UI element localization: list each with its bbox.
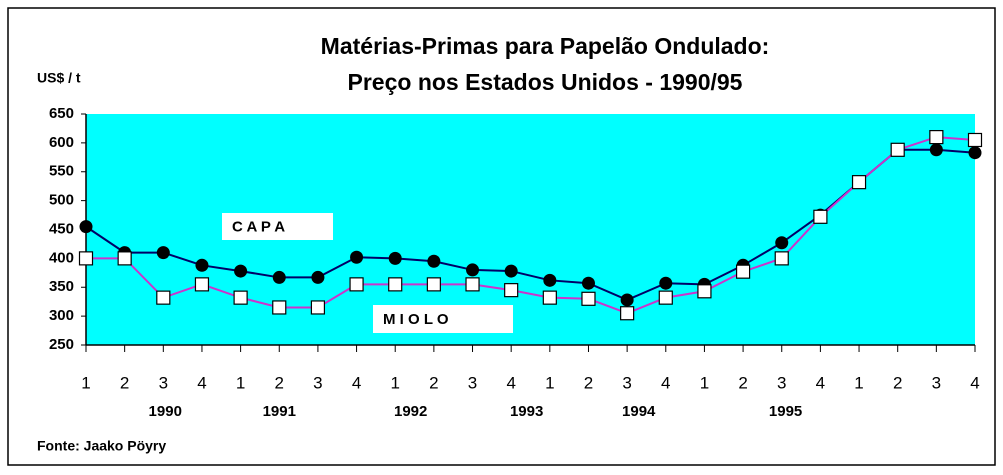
point	[272, 270, 286, 284]
x-tick-label: 3	[932, 373, 941, 392]
y-tick-label: 350	[49, 278, 74, 295]
x-tick-label: 1	[545, 373, 554, 392]
x-tick-label: 3	[159, 373, 168, 392]
x-tick-label: 4	[816, 373, 825, 392]
point	[234, 264, 248, 278]
year-label: 1990	[149, 403, 182, 420]
point	[735, 264, 751, 279]
point	[967, 132, 983, 148]
x-tick-label: 2	[275, 373, 284, 392]
point	[388, 251, 402, 265]
x-tick-label: 1	[390, 373, 399, 392]
x-tick-label: 4	[506, 373, 515, 392]
y-tick-label: 550	[49, 163, 74, 180]
x-tick-label: 3	[622, 373, 631, 392]
point	[465, 277, 480, 292]
y-tick-label: 650	[49, 105, 74, 122]
point	[504, 283, 519, 298]
x-tick-label: 4	[352, 373, 361, 392]
source: Fonte: Jaako Pöyry	[37, 438, 166, 454]
y-tick-label: 400	[49, 249, 74, 266]
point	[504, 264, 518, 278]
x-tick-label: 4	[661, 373, 670, 392]
x-tick-label: 4	[970, 373, 979, 392]
year-label: 1994	[622, 403, 656, 420]
x-tick-label: 1	[81, 373, 90, 392]
x-tick-label: 3	[468, 373, 477, 392]
point	[659, 276, 673, 290]
point	[697, 284, 712, 299]
series-line	[85, 148, 976, 302]
series-label-box	[373, 305, 513, 333]
x-tick-label: 4	[197, 373, 206, 392]
x-tick-label: 1	[236, 373, 245, 392]
series-label-box	[222, 213, 333, 240]
series-label: M I O L O	[383, 311, 449, 328]
point	[620, 306, 635, 321]
point	[620, 293, 634, 307]
point	[466, 263, 480, 277]
year-label: 1995	[769, 403, 802, 420]
point	[929, 143, 943, 157]
point	[310, 300, 326, 315]
point	[774, 251, 789, 266]
point	[349, 277, 364, 292]
point	[851, 175, 867, 190]
y-tick-label: 500	[49, 192, 74, 209]
point	[427, 254, 441, 268]
plot-area	[86, 114, 975, 345]
point	[78, 251, 94, 266]
point	[581, 276, 595, 290]
point	[311, 270, 325, 284]
point	[388, 277, 403, 292]
point	[658, 290, 673, 305]
x-tick-label: 2	[429, 373, 438, 392]
point	[79, 220, 93, 234]
x-tick-label: 1	[700, 373, 709, 392]
x-tick-label: 2	[893, 373, 902, 392]
point	[233, 290, 248, 305]
x-tick-label: 1	[854, 373, 863, 392]
point	[426, 277, 441, 292]
point	[272, 300, 287, 315]
y-tick-label: 600	[49, 134, 74, 151]
series-label: C A P A	[232, 218, 285, 235]
x-tick-label: 3	[777, 373, 786, 392]
point	[775, 236, 789, 250]
point	[350, 250, 364, 264]
point	[117, 251, 132, 266]
point	[542, 290, 557, 305]
point	[581, 291, 596, 306]
y-tick-label: 250	[49, 336, 74, 353]
point	[543, 273, 557, 287]
y-tick-label: 450	[49, 220, 74, 237]
point	[968, 146, 982, 160]
point	[890, 142, 905, 157]
y-axis-label: US$ / t	[37, 70, 81, 86]
point	[156, 246, 170, 260]
x-tick-label: 2	[120, 373, 129, 392]
year-label: 1991	[263, 403, 296, 420]
chart-subtitle: Preço nos Estados Unidos - 1990/95	[348, 69, 743, 95]
chart-title: Matérias-Primas para Papelão Ondulado:	[321, 33, 770, 59]
x-tick-label: 2	[584, 373, 593, 392]
x-tick-label: 2	[738, 373, 747, 392]
point	[156, 290, 171, 305]
x-tick-label: 3	[313, 373, 322, 392]
year-label: 1993	[510, 403, 543, 420]
year-label: 1992	[394, 403, 427, 420]
point	[929, 130, 944, 145]
point	[195, 258, 209, 272]
point	[813, 209, 828, 224]
point	[194, 277, 210, 292]
y-tick-label: 300	[49, 307, 74, 324]
